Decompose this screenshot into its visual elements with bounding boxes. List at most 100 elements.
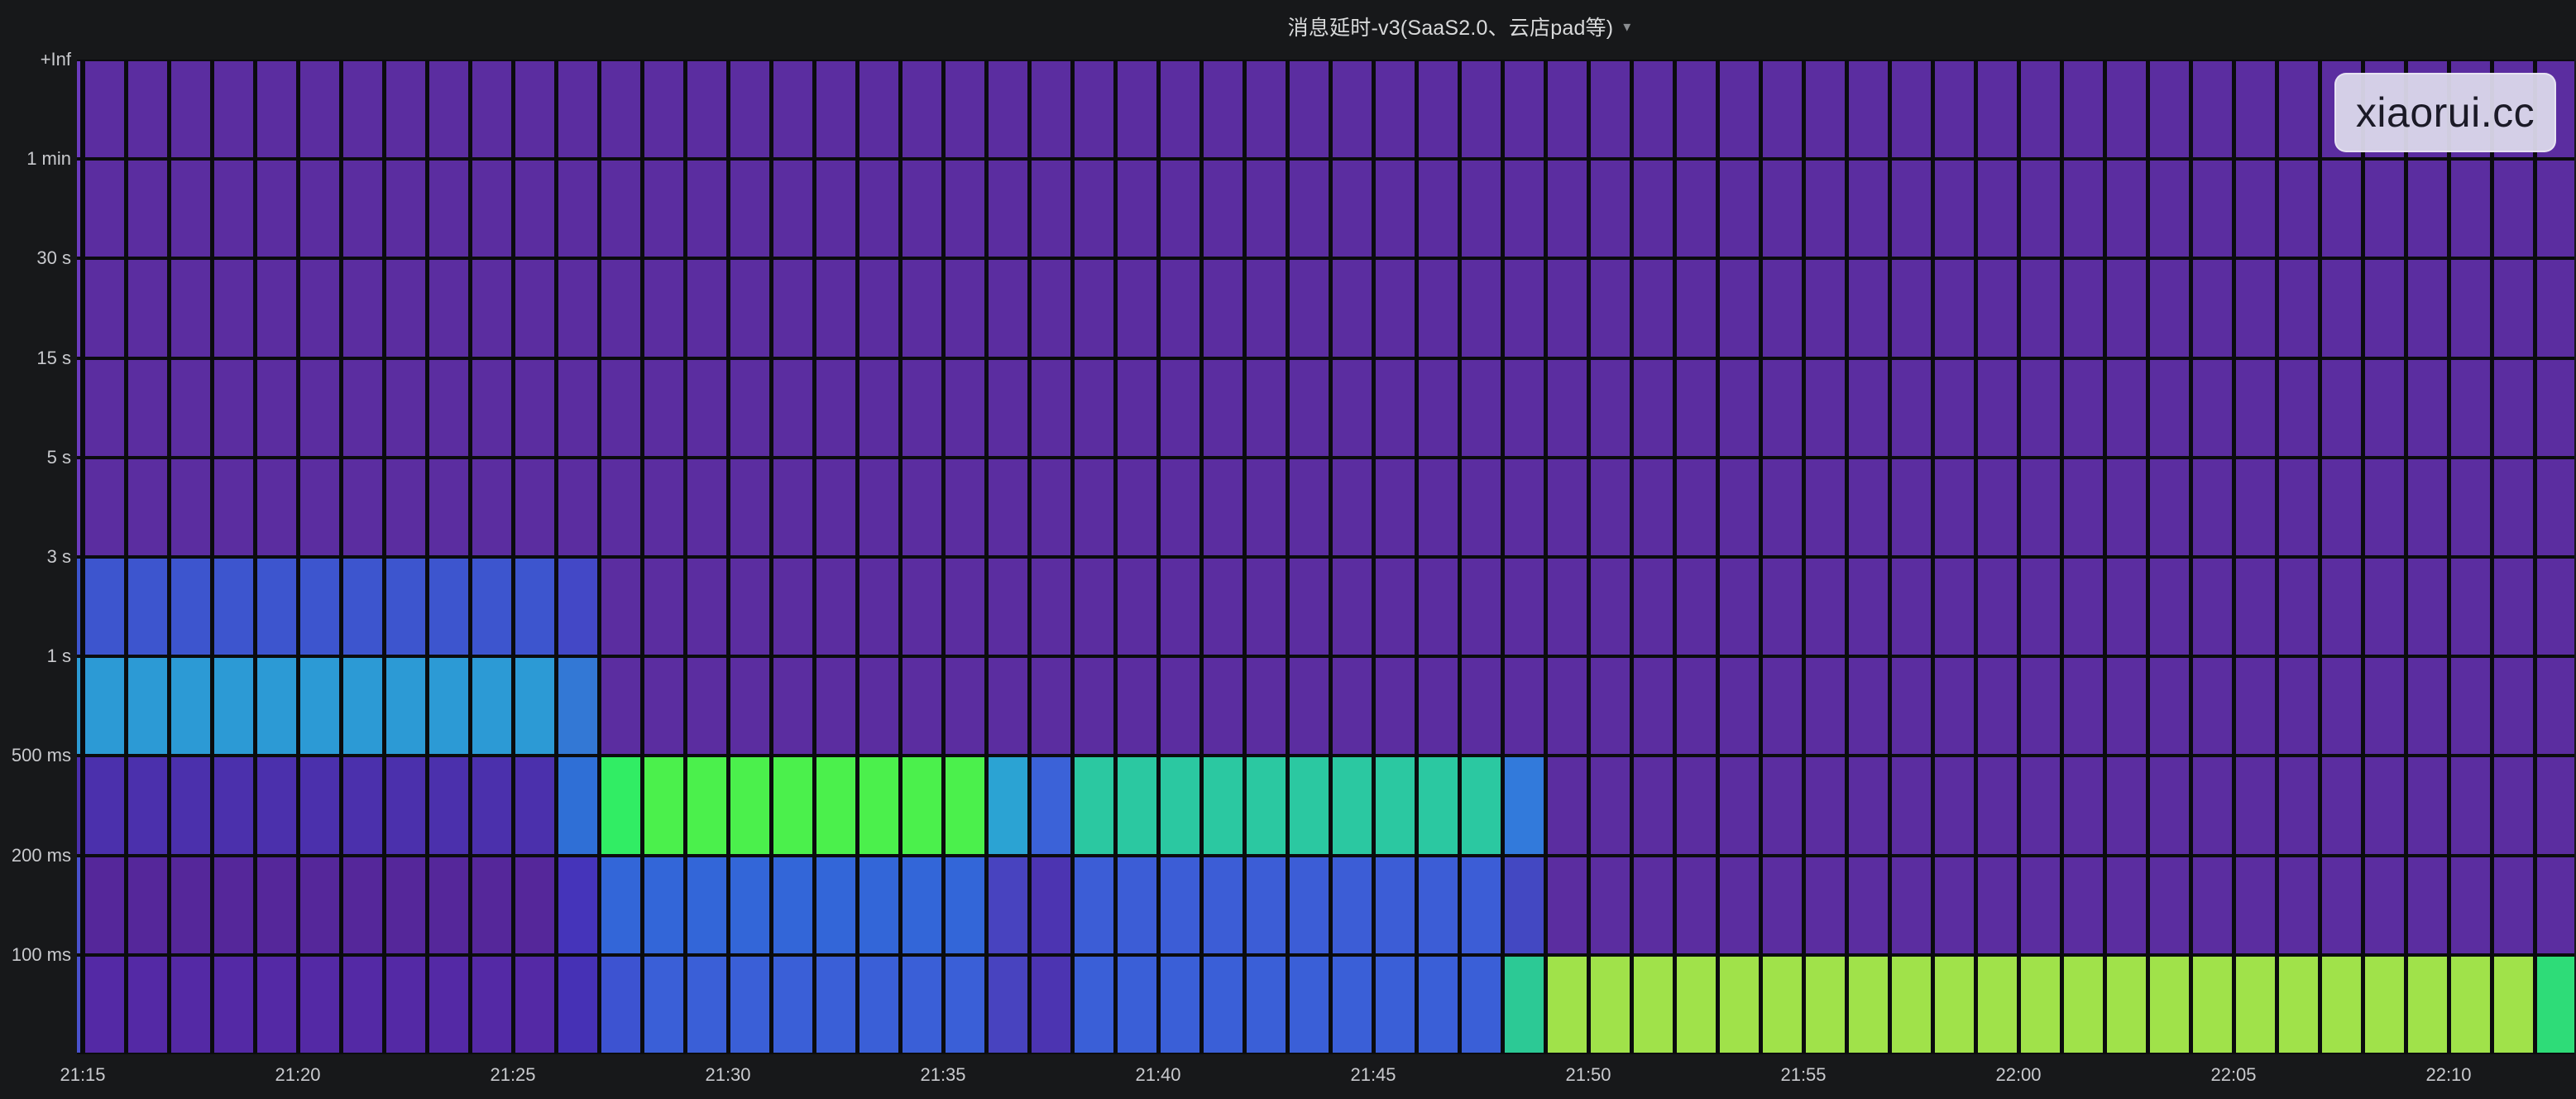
heatmap-cell	[257, 61, 296, 158]
heatmap-cell	[2064, 61, 2103, 158]
heatmap-cell	[257, 559, 296, 655]
heatmap-cell	[1419, 61, 1458, 158]
heatmap-cell	[1677, 260, 1716, 357]
heatmap-cell	[2279, 658, 2318, 755]
heatmap-cell	[2365, 260, 2404, 357]
heatmap-cell	[1720, 61, 1759, 158]
heatmap-cell	[1075, 161, 1113, 257]
heatmap-cell	[1161, 161, 1199, 257]
heatmap-cell	[2021, 458, 2060, 555]
panel-title[interactable]: 消息延时-v3(SaaS2.0、云店pad等)	[1287, 17, 1614, 40]
heatmap-cell	[2365, 161, 2404, 257]
heatmap-cell	[515, 658, 554, 755]
heatmap-cell	[2494, 359, 2533, 456]
heatmap-cell	[1075, 757, 1113, 854]
heatmap-cell	[946, 161, 984, 257]
heatmap-cell	[601, 260, 640, 357]
heatmap-cell	[1204, 458, 1243, 555]
heatmap-cell	[644, 757, 683, 854]
heatmap-cell	[2279, 757, 2318, 854]
heatmap-cell	[2537, 559, 2574, 655]
heatmap-cell	[946, 857, 984, 953]
heatmap-cell	[300, 757, 339, 854]
heatmap-cell	[1032, 458, 1070, 555]
heatmap-cell	[601, 658, 640, 755]
heatmap-cell	[903, 61, 941, 158]
heatmap-cell	[773, 359, 812, 456]
heatmap-cell	[1849, 458, 1888, 555]
heatmap-cell	[1634, 857, 1673, 953]
heatmap-cell	[1677, 161, 1716, 257]
heatmap-cell	[1247, 260, 1286, 357]
heatmap-cell	[2322, 359, 2361, 456]
heatmap-cell	[1075, 260, 1113, 357]
heatmap-cell	[2494, 956, 2533, 1053]
heatmap-cell	[1247, 161, 1286, 257]
heatmap-cell	[1462, 956, 1501, 1053]
heatmap-cell	[1290, 956, 1329, 1053]
heatmap-cell	[1591, 559, 1630, 655]
heatmap-cell	[472, 359, 511, 456]
heatmap-cell	[1763, 658, 1802, 755]
heatmap-cell	[257, 857, 296, 953]
heatmap-cell	[687, 658, 726, 755]
heatmap-cell	[1419, 260, 1458, 357]
heatmap-cell	[1376, 658, 1415, 755]
heatmap-canvas[interactable]	[77, 60, 2574, 1054]
x-axis-label: 22:10	[2425, 1064, 2472, 1085]
heatmap-cell	[2408, 559, 2447, 655]
heatmap-cell	[1075, 559, 1113, 655]
heatmap-cell	[1118, 658, 1156, 755]
heatmap-cell	[1376, 559, 1415, 655]
heatmap-cell	[1548, 658, 1587, 755]
heatmap-cell	[816, 857, 855, 953]
heatmap-cell	[1548, 757, 1587, 854]
heatmap-cell	[85, 458, 124, 555]
heatmap-cell	[1849, 757, 1888, 854]
heatmap-cell	[558, 61, 597, 158]
heatmap-cell	[2451, 559, 2490, 655]
heatmap-cell	[2494, 658, 2533, 755]
heatmap-cell	[2064, 359, 2103, 456]
panel-title-dropdown[interactable]: 消息延时-v3(SaaS2.0、云店pad等) ▾	[1288, 12, 1631, 41]
heatmap-cell	[730, 559, 769, 655]
heatmap-cell	[2021, 161, 2060, 257]
heatmap-cell	[1204, 559, 1243, 655]
heatmap-cell	[2021, 359, 2060, 456]
heatmap-cell	[257, 956, 296, 1053]
heatmap-cell	[2322, 458, 2361, 555]
heatmap-cell	[2408, 658, 2447, 755]
heatmap-cell	[1505, 458, 1544, 555]
heatmap-cell	[1161, 359, 1199, 456]
heatmap-cell	[903, 359, 941, 456]
heatmap-cell	[1505, 559, 1544, 655]
heatmap-cell	[2236, 260, 2275, 357]
heatmap-cell	[1763, 260, 1802, 357]
heatmap-cell	[687, 757, 726, 854]
heatmap-cell	[2021, 956, 2060, 1053]
heatmap-cell	[1204, 857, 1243, 953]
heatmap-cell	[1763, 458, 1802, 555]
heatmap-cell	[429, 857, 468, 953]
heatmap-cell	[730, 61, 769, 158]
heatmap-cell	[816, 757, 855, 854]
heatmap-cell	[1505, 757, 1544, 854]
heatmap-cell	[1591, 757, 1630, 854]
heatmap-cell	[558, 757, 597, 854]
heatmap-cell	[343, 757, 382, 854]
heatmap-cell	[171, 757, 210, 854]
heatmap-cell	[2193, 161, 2232, 257]
heatmap-cell	[2451, 757, 2490, 854]
y-axis-label: 1 s	[46, 645, 71, 667]
heatmap-cell	[77, 61, 80, 158]
heatmap-cell	[1118, 757, 1156, 854]
heatmap-cell	[343, 857, 382, 953]
heatmap-cell	[128, 757, 167, 854]
chevron-down-icon[interactable]: ▾	[1623, 18, 1631, 35]
heatmap-cell	[472, 260, 511, 357]
heatmap-cell	[85, 61, 124, 158]
heatmap-cell	[1204, 359, 1243, 456]
heatmap-cell	[2322, 956, 2361, 1053]
heatmap-cell	[429, 260, 468, 357]
heatmap-cell	[2107, 458, 2146, 555]
